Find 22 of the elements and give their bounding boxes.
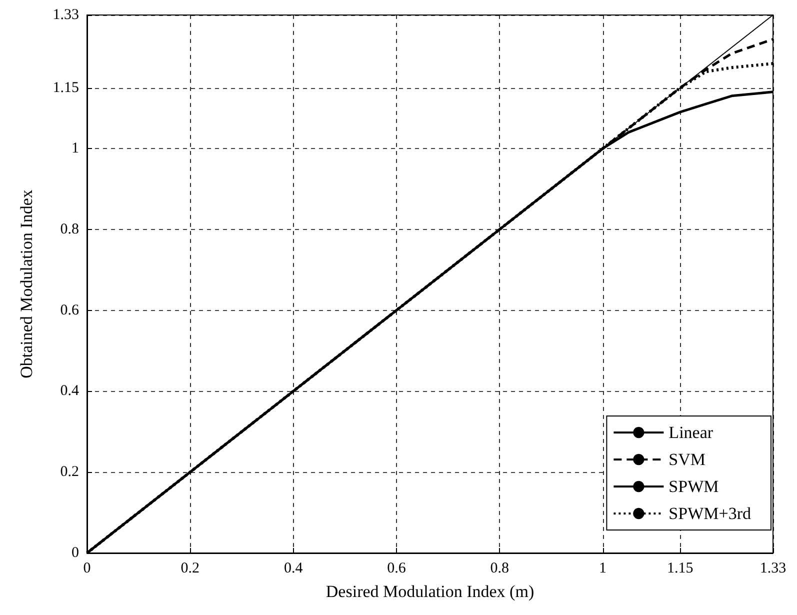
x-axis-title: Desired Modulation Index (m) [326, 582, 534, 601]
legend-label: Linear [668, 423, 714, 442]
y-tick-label: 1.33 [52, 7, 79, 23]
y-axis-title: Obtained Modulation Index [17, 189, 36, 378]
x-tick-label: 0.2 [180, 560, 200, 576]
x-tick-label: 0 [83, 560, 91, 576]
x-tick-label: 0.4 [284, 560, 304, 576]
legend-label: SVM [668, 450, 706, 469]
legend-label: SPWM [668, 477, 719, 496]
x-tick-label: 1.33 [760, 560, 786, 576]
y-tick-label: 1 [72, 140, 79, 156]
x-tick-label: 1.15 [667, 560, 694, 576]
y-tick-label: 0 [72, 545, 79, 561]
y-tick-label: 1.15 [52, 80, 79, 96]
x-tick-label: 0.8 [490, 560, 510, 576]
x-tick-label: 1 [599, 560, 607, 576]
y-tick-label: 0.2 [60, 464, 79, 480]
y-tick-label: 0.6 [60, 302, 80, 318]
y-tick-label: 0.8 [60, 221, 79, 238]
legend-label: SPWM+3rd [668, 504, 752, 523]
y-tick-label: 0.4 [60, 383, 80, 400]
x-tick-label: 0.6 [387, 560, 406, 576]
